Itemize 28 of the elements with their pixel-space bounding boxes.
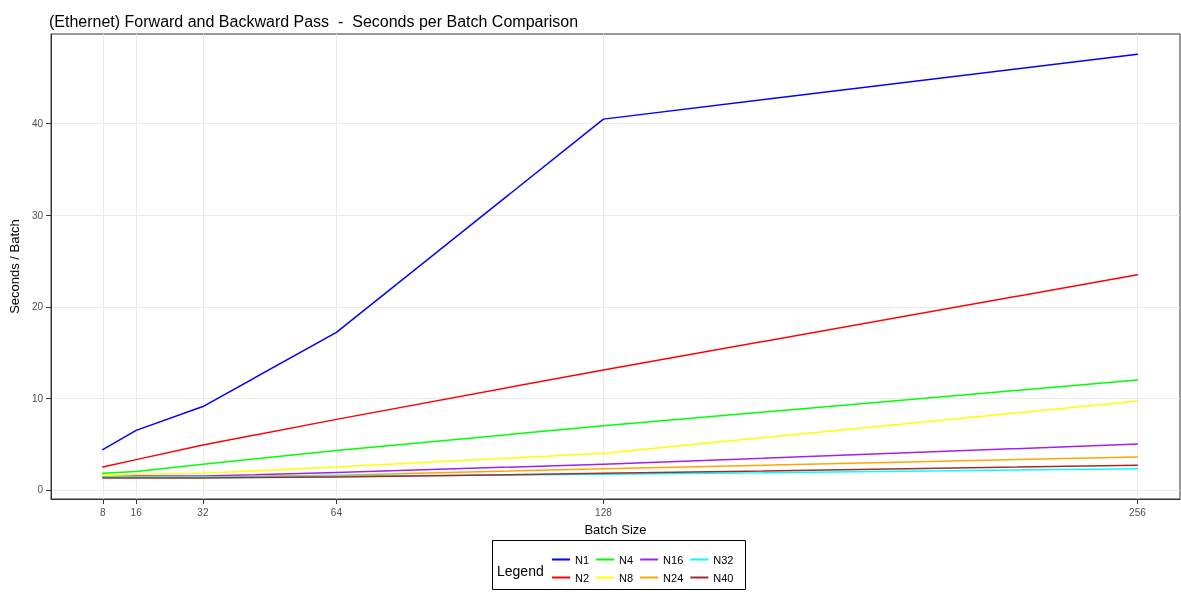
chart-title: (Ethernet) Forward and Backward Pass - Seconds per Batch Comparison — [49, 12, 579, 30]
y-tick-label: 30 — [31, 209, 44, 221]
legend-label: N24 — [663, 571, 684, 584]
x-axis-title: Batch Size — [584, 522, 647, 537]
legend-label: N16 — [663, 553, 684, 566]
y-tick-label: 10 — [31, 392, 44, 404]
line-series — [102, 379, 1139, 475]
line-series — [102, 273, 1139, 468]
y-axis-title: Seconds / Batch — [7, 219, 22, 314]
x-tick-label: 8 — [99, 506, 106, 518]
y-tick-label: 20 — [31, 301, 44, 313]
x-tick-label: 256 — [1129, 506, 1147, 518]
legend-label: N1 — [575, 553, 590, 566]
legend-title: Legend — [497, 563, 544, 579]
legend-label: N4 — [619, 553, 634, 566]
legend-label: N32 — [713, 553, 734, 566]
legend-label: N8 — [619, 571, 634, 584]
line-series — [102, 400, 1139, 476]
x-tick-label: 16 — [130, 506, 143, 518]
line-series — [102, 53, 1139, 451]
x-tick-label: 32 — [197, 506, 209, 518]
y-tick-label: 40 — [31, 118, 44, 130]
x-tick-label: 128 — [595, 506, 613, 518]
legend-label: N2 — [575, 571, 590, 584]
legend-label: N40 — [713, 571, 734, 584]
line-series — [102, 464, 1139, 479]
y-tick-label: 0 — [37, 484, 44, 496]
x-tick-label: 64 — [330, 506, 343, 518]
